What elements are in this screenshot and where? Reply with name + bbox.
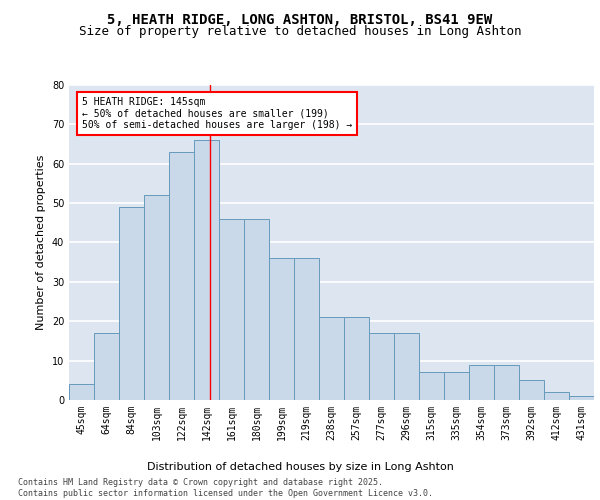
Bar [369,333,394,400]
Bar [394,333,419,400]
Bar [494,364,519,400]
Bar [244,219,269,400]
Bar [269,258,294,400]
Text: Contains HM Land Registry data © Crown copyright and database right 2025.
Contai: Contains HM Land Registry data © Crown c… [18,478,433,498]
Bar [144,195,169,400]
Bar [444,372,469,400]
Text: 5, HEATH RIDGE, LONG ASHTON, BRISTOL, BS41 9EW: 5, HEATH RIDGE, LONG ASHTON, BRISTOL, BS… [107,12,493,26]
Bar [69,384,94,400]
Y-axis label: Number of detached properties: Number of detached properties [36,155,46,330]
Text: 5 HEATH RIDGE: 145sqm
← 50% of detached houses are smaller (199)
50% of semi-det: 5 HEATH RIDGE: 145sqm ← 50% of detached … [82,97,352,130]
Bar [344,318,369,400]
Bar [319,318,344,400]
Bar [469,364,494,400]
Bar [119,207,144,400]
Bar [569,396,594,400]
Bar [544,392,569,400]
Text: Size of property relative to detached houses in Long Ashton: Size of property relative to detached ho… [79,25,521,38]
Bar [94,333,119,400]
Bar [519,380,544,400]
Bar [294,258,319,400]
Bar [169,152,194,400]
Bar [219,219,244,400]
Text: Distribution of detached houses by size in Long Ashton: Distribution of detached houses by size … [146,462,454,472]
Bar [194,140,219,400]
Bar [419,372,444,400]
